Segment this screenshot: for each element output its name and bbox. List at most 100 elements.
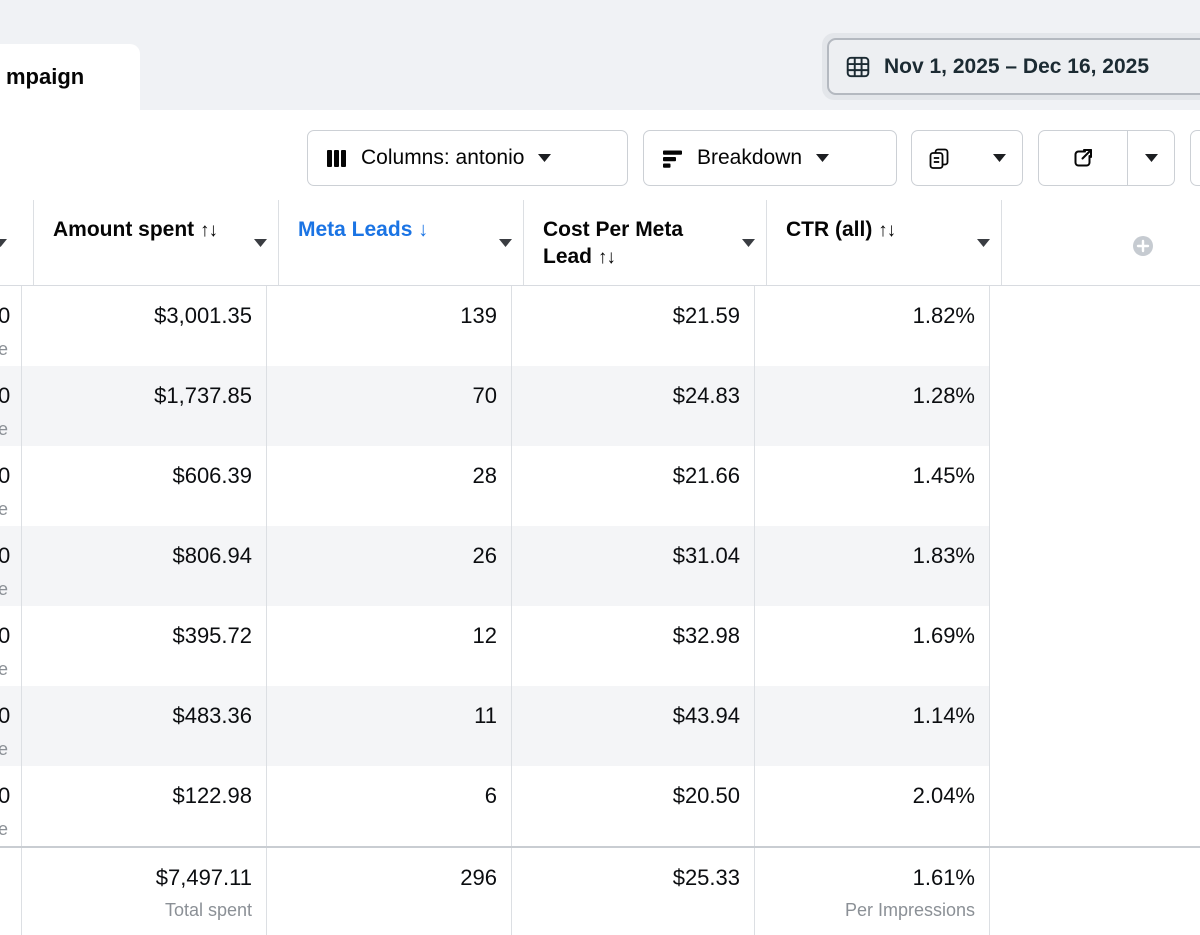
table-header-row: Amount spent ↑↓ Meta Leads ↓ Cost Per Me… xyxy=(0,200,1200,286)
tab-campaign-label: mpaign xyxy=(6,64,85,89)
columns-button-label: Columns: antonio xyxy=(361,146,525,169)
tabs-bar: mpaign Nov 1, 2025 – Dec 16, 2025 xyxy=(0,0,1200,110)
tab-campaign[interactable]: mpaign xyxy=(0,44,140,110)
reports-button[interactable] xyxy=(911,130,1023,186)
calendar-icon xyxy=(845,54,871,80)
header-amount-spent-label: Amount spent xyxy=(53,218,195,241)
cell-meta-leads: 28 xyxy=(267,446,512,526)
sort-arrows-icon[interactable]: ↑↓ xyxy=(597,247,616,268)
cell-empty xyxy=(990,848,1200,935)
cell-amount-spent: $3,001.35 xyxy=(22,286,267,366)
cell-ctr: 1.83% xyxy=(755,526,990,606)
sort-descending-icon[interactable]: ↓ xyxy=(418,219,429,241)
total-amount-spent: $7,497.11 Total spent xyxy=(22,848,267,935)
partial-toolbar-button[interactable] xyxy=(1190,130,1200,186)
chevron-down-icon xyxy=(816,154,830,162)
cell-empty xyxy=(990,446,1200,526)
cell-ctr: 2.04% xyxy=(755,766,990,846)
breakdown-button-label: Breakdown xyxy=(697,146,803,169)
date-range-button[interactable]: Nov 1, 2025 – Dec 16, 2025 xyxy=(827,38,1200,95)
header-add-column xyxy=(1002,200,1200,285)
chevron-down-icon[interactable] xyxy=(977,239,990,247)
cell-empty xyxy=(990,526,1200,606)
cell-meta-leads: 6 xyxy=(267,766,512,846)
cell-meta-leads: 26 xyxy=(267,526,512,606)
export-button[interactable] xyxy=(1039,131,1127,185)
export-icon xyxy=(1072,147,1094,169)
sort-arrows-icon[interactable]: ↑↓ xyxy=(200,220,218,241)
chevron-down-icon[interactable] xyxy=(742,239,755,247)
cell-cost-per-lead: $21.66 xyxy=(512,446,755,526)
total-cost-per-lead: $25.33 xyxy=(512,848,755,935)
chevron-down-icon[interactable] xyxy=(254,239,267,247)
cell-amount-spent: $1,737.85 xyxy=(22,366,267,446)
cell-ctr: 1.45% xyxy=(755,446,990,526)
chevron-down-icon[interactable] xyxy=(0,239,7,247)
header-amount-spent[interactable]: Amount spent ↑↓ xyxy=(34,200,279,285)
cell-cost-per-lead: $20.50 xyxy=(512,766,755,846)
cell-amount-spent: $806.94 xyxy=(22,526,267,606)
cell-amount-spent: $122.98 xyxy=(22,766,267,846)
cell-cost-per-lead: $24.83 xyxy=(512,366,755,446)
total-ctr: 1.61% Per Impressions xyxy=(755,848,990,935)
cell-empty xyxy=(990,606,1200,686)
columns-button[interactable]: Columns: antonio xyxy=(307,130,628,186)
reports-icon xyxy=(928,147,951,170)
campaign-table: Amount spent ↑↓ Meta Leads ↓ Cost Per Me… xyxy=(0,200,1200,935)
cell-empty xyxy=(990,366,1200,446)
button-divider xyxy=(1127,131,1128,185)
header-edge-column[interactable] xyxy=(0,200,34,285)
columns-icon xyxy=(326,148,347,169)
total-meta-leads: 296 xyxy=(267,848,512,935)
total-ctr-subtitle: Per Impressions xyxy=(844,900,975,920)
sort-arrows-icon[interactable]: ↑↓ xyxy=(878,220,896,241)
chevron-down-icon xyxy=(993,154,1006,162)
cell-meta-leads: 11 xyxy=(267,686,512,766)
header-meta-leads[interactable]: Meta Leads ↓ xyxy=(279,200,524,285)
chevron-down-icon xyxy=(538,154,552,162)
chevron-down-icon xyxy=(1144,154,1158,162)
header-ctr-all[interactable]: CTR (all) ↑↓ xyxy=(767,200,1002,285)
cell-cost-per-lead: $21.59 xyxy=(512,286,755,366)
date-range-label: Nov 1, 2025 – Dec 16, 2025 xyxy=(884,54,1150,78)
breakdown-button[interactable]: Breakdown xyxy=(643,130,897,186)
cell-edge xyxy=(0,848,22,935)
cell-ctr: 1.14% xyxy=(755,686,990,766)
cell-ctr: 1.69% xyxy=(755,606,990,686)
date-range-picker: Nov 1, 2025 – Dec 16, 2025 xyxy=(822,33,1200,100)
total-amount-subtitle: Total spent xyxy=(164,900,252,920)
cell-ctr: 1.28% xyxy=(755,366,990,446)
cell-meta-leads: 70 xyxy=(267,366,512,446)
chevron-down-icon[interactable] xyxy=(499,239,512,247)
cell-empty xyxy=(990,286,1200,366)
cell-ctr: 1.82% xyxy=(755,286,990,366)
cell-cost-per-lead: $31.04 xyxy=(512,526,755,606)
header-ctr-all-label: CTR (all) xyxy=(786,218,873,241)
export-split-button xyxy=(1038,130,1175,186)
table-totals-row: $7,497.11 Total spent 296 $25.33 1.61% P… xyxy=(0,846,1200,935)
cell-meta-leads: 139 xyxy=(267,286,512,366)
cell-meta-leads: 12 xyxy=(267,606,512,686)
export-menu-button[interactable] xyxy=(1128,131,1174,185)
add-column-button[interactable] xyxy=(1132,235,1154,257)
header-cost-per-meta-lead[interactable]: Cost Per Meta Lead ↑↓ xyxy=(524,200,767,285)
cell-empty xyxy=(990,686,1200,766)
breakdown-icon xyxy=(662,148,683,169)
cell-amount-spent: $606.39 xyxy=(22,446,267,526)
cell-amount-spent: $395.72 xyxy=(22,606,267,686)
cell-cost-per-lead: $32.98 xyxy=(512,606,755,686)
